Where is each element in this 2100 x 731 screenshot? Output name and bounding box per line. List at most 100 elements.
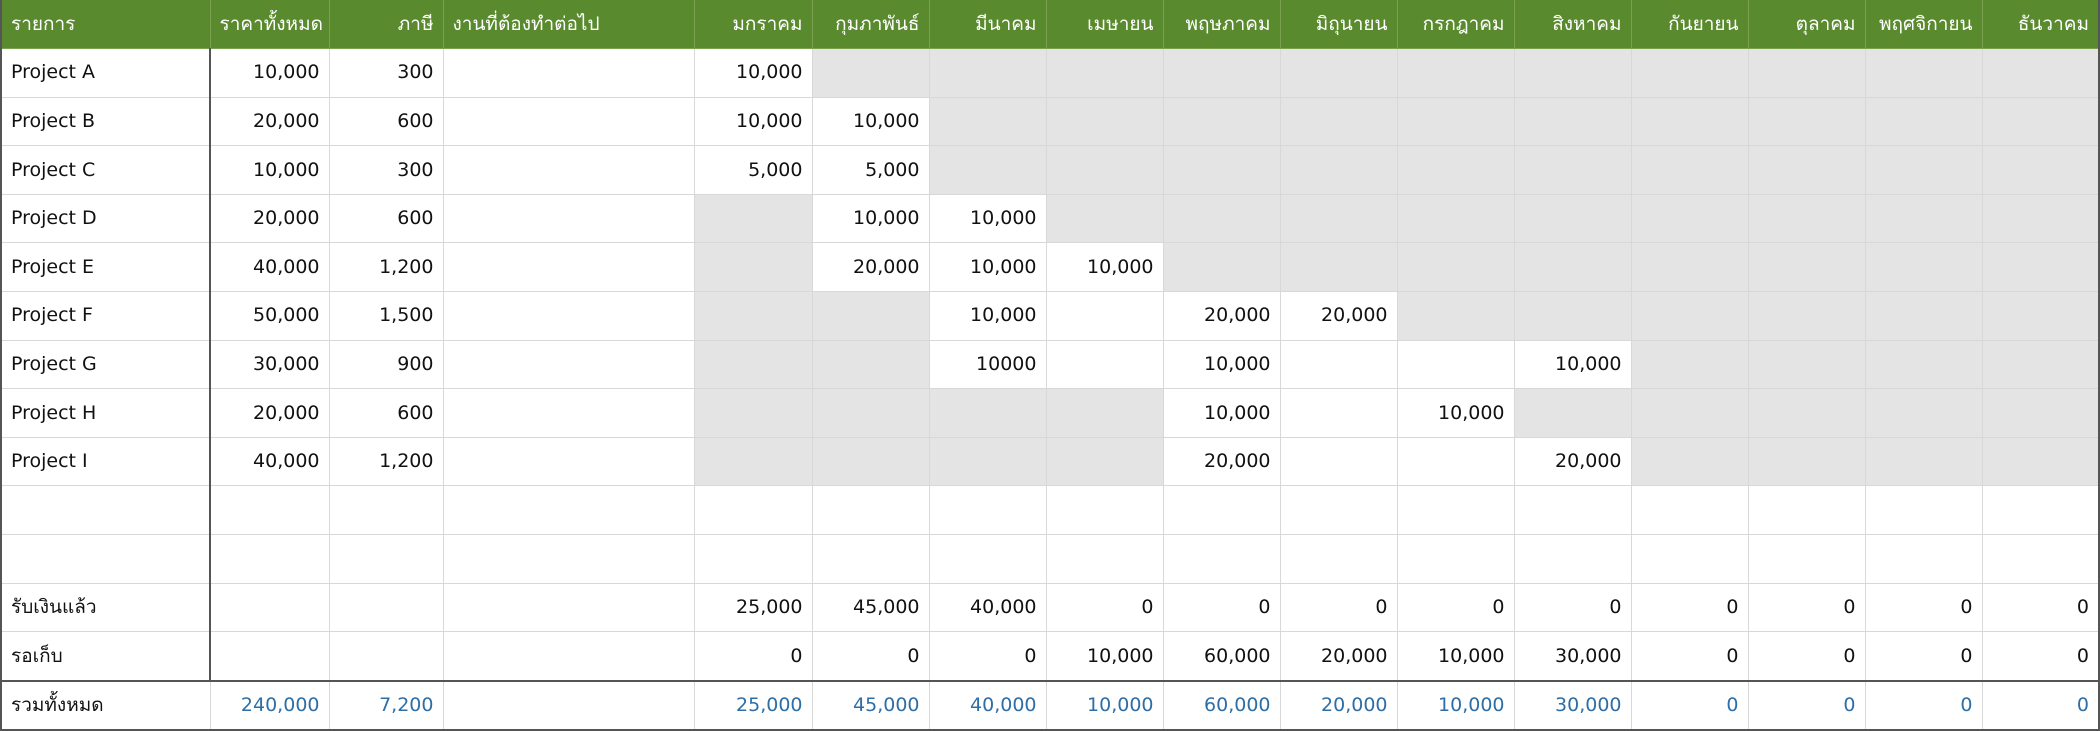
header-aug[interactable]: สิงหาคม — [1513, 0, 1632, 49]
cell-month-jul[interactable] — [1396, 339, 1515, 390]
total-month-aug[interactable]: 30,000 — [1513, 680, 1632, 731]
cell-month-aug[interactable] — [1513, 534, 1632, 584]
cell-month-oct[interactable] — [1747, 339, 1866, 390]
cell-month-oct[interactable]: 0 — [1747, 631, 1866, 683]
cell-month-apr[interactable] — [1045, 339, 1164, 390]
cell-month-dec[interactable] — [1981, 48, 2100, 98]
cell-next-task[interactable] — [442, 193, 695, 244]
cell-month-may[interactable]: 0 — [1162, 582, 1281, 633]
cell-month-feb[interactable]: 0 — [811, 631, 930, 683]
cell-next-task[interactable] — [442, 145, 695, 195]
cell-month-mar[interactable]: 10,000 — [928, 291, 1047, 341]
cell-month-jun[interactable] — [1279, 193, 1398, 244]
cell-month-dec[interactable] — [1981, 436, 2100, 487]
cell-month-nov[interactable] — [1864, 291, 1983, 341]
total-month-oct[interactable]: 0 — [1747, 680, 1866, 731]
cell-month-apr[interactable] — [1045, 534, 1164, 584]
cell-month-dec[interactable] — [1981, 96, 2100, 147]
cell-total-price[interactable]: 10,000 — [209, 48, 330, 98]
cell-month-sep[interactable]: 0 — [1630, 631, 1749, 683]
cell-month-jan[interactable]: 25,000 — [693, 582, 813, 633]
cell-item-name[interactable]: Project G — [0, 339, 211, 390]
cell-month-jun[interactable] — [1279, 96, 1398, 147]
cell-item-name[interactable]: Project D — [0, 193, 211, 244]
cell-month-jul[interactable] — [1396, 534, 1515, 584]
cell-total-price[interactable]: 20,000 — [209, 193, 330, 244]
cell-month-mar[interactable] — [928, 388, 1047, 438]
cell-month-jun[interactable]: 0 — [1279, 582, 1398, 633]
cell-month-jan[interactable] — [693, 485, 813, 536]
cell-month-mar[interactable]: 10,000 — [928, 193, 1047, 244]
cell-month-jun[interactable] — [1279, 48, 1398, 98]
cell-month-aug[interactable]: 0 — [1513, 582, 1632, 633]
cell-month-aug[interactable] — [1513, 291, 1632, 341]
cell-month-sep[interactable] — [1630, 96, 1749, 147]
header-may[interactable]: พฤษภาคม — [1162, 0, 1281, 49]
header-jul[interactable]: กรกฎาคม — [1396, 0, 1515, 49]
cell-month-apr[interactable] — [1045, 48, 1164, 98]
cell-month-nov[interactable] — [1864, 96, 1983, 147]
cell-next-task[interactable] — [442, 339, 695, 390]
cell-month-sep[interactable] — [1630, 388, 1749, 438]
cell-tax[interactable] — [328, 485, 444, 536]
cell-next-task[interactable] — [442, 534, 695, 584]
cell-month-may[interactable]: 20,000 — [1162, 291, 1281, 341]
cell-month-may[interactable] — [1162, 96, 1281, 147]
cell-tax[interactable]: 1,200 — [328, 436, 444, 487]
cell-month-feb[interactable] — [811, 339, 930, 390]
cell-month-dec[interactable] — [1981, 291, 2100, 341]
cell-month-jul[interactable] — [1396, 96, 1515, 147]
cell-month-feb[interactable]: 20,000 — [811, 242, 930, 293]
header-mar[interactable]: มีนาคม — [928, 0, 1047, 49]
cell-next-task[interactable] — [442, 291, 695, 341]
cell-month-jun[interactable] — [1279, 388, 1398, 438]
cell-month-sep[interactable] — [1630, 291, 1749, 341]
cell-month-aug[interactable] — [1513, 485, 1632, 536]
cell-item-name[interactable]: Project I — [0, 436, 211, 487]
cell-item-name[interactable] — [0, 485, 211, 536]
cell-month-nov[interactable] — [1864, 193, 1983, 244]
cell-month-aug[interactable] — [1513, 96, 1632, 147]
cell-month-oct[interactable] — [1747, 436, 1866, 487]
cell-total-price[interactable] — [209, 534, 330, 584]
total-price-sum[interactable]: 240,000 — [209, 680, 330, 731]
cell-month-mar[interactable] — [928, 485, 1047, 536]
cell-month-aug[interactable]: 10,000 — [1513, 339, 1632, 390]
cell-month-apr[interactable] — [1045, 388, 1164, 438]
cell-month-oct[interactable] — [1747, 48, 1866, 98]
cell-month-jun[interactable]: 20,000 — [1279, 291, 1398, 341]
cell-month-sep[interactable] — [1630, 242, 1749, 293]
cell-tax[interactable]: 1,500 — [328, 291, 444, 341]
cell-next-task[interactable] — [442, 96, 695, 147]
cell-total-price[interactable] — [209, 485, 330, 536]
cell-month-jan[interactable]: 0 — [693, 631, 813, 683]
cell-item-name[interactable]: รับเงินแล้ว — [0, 582, 211, 633]
cell-item-name[interactable]: Project A — [0, 48, 211, 98]
cell-month-may[interactable] — [1162, 485, 1281, 536]
cell-month-feb[interactable] — [811, 436, 930, 487]
header-feb[interactable]: กุมภาพันธ์ — [811, 0, 930, 49]
cell-month-nov[interactable] — [1864, 145, 1983, 195]
header-jan[interactable]: มกราคม — [693, 0, 813, 49]
cell-month-feb[interactable] — [811, 388, 930, 438]
cell-next-task[interactable] — [442, 388, 695, 438]
header-tax[interactable]: ภาษี — [328, 0, 444, 49]
cell-month-sep[interactable] — [1630, 145, 1749, 195]
cell-month-apr[interactable] — [1045, 485, 1164, 536]
cell-month-oct[interactable] — [1747, 534, 1866, 584]
cell-month-oct[interactable]: 0 — [1747, 582, 1866, 633]
cell-next-task[interactable] — [442, 485, 695, 536]
cell-month-oct[interactable] — [1747, 242, 1866, 293]
cell-month-mar[interactable] — [928, 436, 1047, 487]
cell-month-oct[interactable] — [1747, 291, 1866, 341]
cell-month-apr[interactable]: 0 — [1045, 582, 1164, 633]
cell-month-oct[interactable] — [1747, 193, 1866, 244]
cell-month-sep[interactable] — [1630, 534, 1749, 584]
cell-month-oct[interactable] — [1747, 388, 1866, 438]
cell-month-may[interactable]: 60,000 — [1162, 631, 1281, 683]
cell-month-jan[interactable]: 10,000 — [693, 48, 813, 98]
cell-month-mar[interactable]: 40,000 — [928, 582, 1047, 633]
cell-month-jun[interactable]: 20,000 — [1279, 631, 1398, 683]
cell-month-apr[interactable] — [1045, 291, 1164, 341]
cell-month-nov[interactable]: 0 — [1864, 582, 1983, 633]
